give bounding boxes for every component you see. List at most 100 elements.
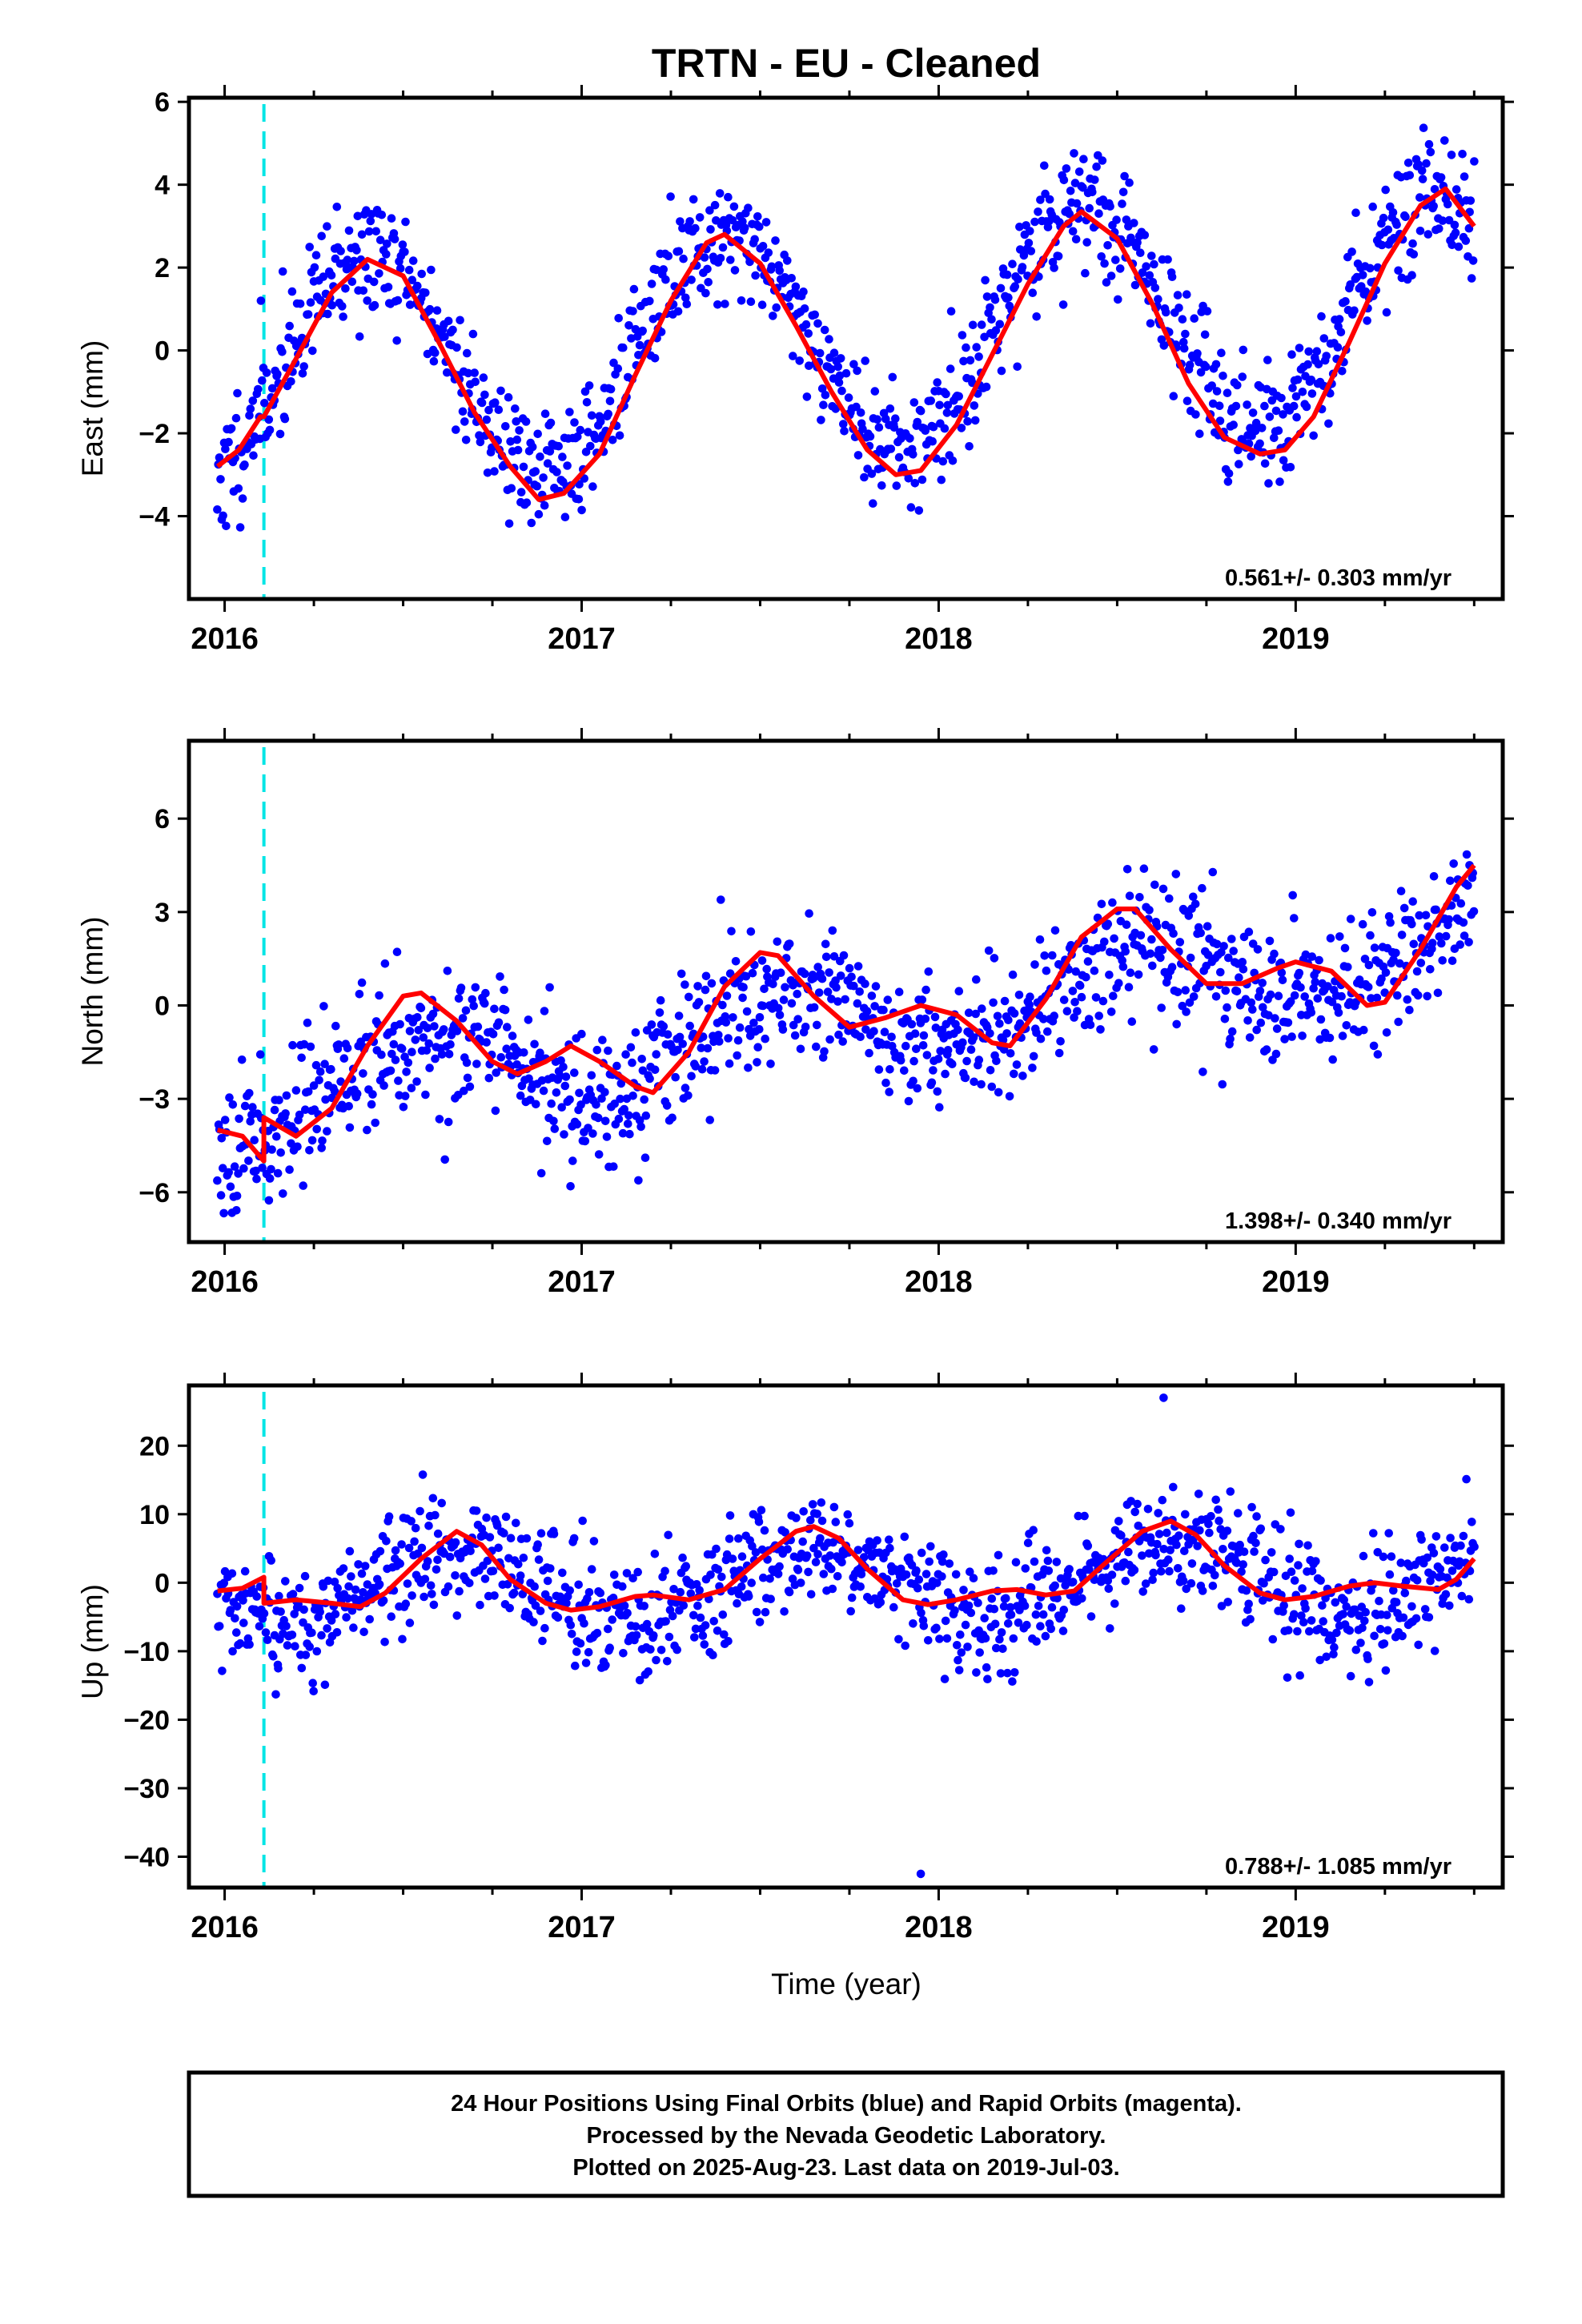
data-point: [938, 1557, 947, 1566]
data-point: [817, 974, 827, 983]
data-point: [1054, 251, 1063, 261]
data-point: [1239, 345, 1248, 355]
data-point: [1011, 1558, 1021, 1567]
data-point: [1408, 897, 1417, 906]
data-point: [775, 1562, 784, 1571]
data-point: [1215, 401, 1224, 410]
data-point: [1006, 1610, 1016, 1619]
data-point: [995, 1019, 1004, 1028]
data-point: [954, 1025, 962, 1035]
data-point: [546, 418, 556, 428]
data-point: [812, 1042, 821, 1051]
data-point: [933, 1087, 942, 1096]
data-point: [295, 300, 305, 308]
data-point: [352, 246, 361, 255]
data-point: [1234, 1509, 1243, 1518]
data-point: [319, 1582, 328, 1591]
data-point: [577, 1029, 586, 1039]
data-point: [554, 441, 563, 451]
data-point: [940, 1675, 950, 1683]
data-point: [1275, 477, 1284, 486]
y-tick-label: −20: [123, 1705, 170, 1735]
data-point: [380, 1638, 389, 1647]
data-point: [1450, 220, 1460, 230]
data-point: [1440, 1543, 1449, 1552]
data-point: [1211, 360, 1221, 369]
y-axis-label: Up (mm): [76, 1584, 109, 1699]
y-tick-label: −2: [139, 419, 170, 449]
data-point: [1121, 947, 1130, 956]
data-point: [963, 1642, 972, 1651]
data-point: [318, 1136, 327, 1145]
data-point: [1217, 348, 1226, 358]
data-point: [744, 1063, 753, 1072]
data-point: [1279, 1607, 1287, 1616]
data-point: [513, 445, 523, 455]
data-point: [448, 325, 457, 335]
data-point: [954, 987, 964, 995]
data-point: [1309, 983, 1318, 993]
data-point: [1070, 1013, 1078, 1022]
data-point: [276, 1148, 286, 1157]
data-point: [772, 303, 781, 312]
data-point: [1167, 272, 1177, 282]
data-point: [567, 1630, 576, 1638]
data-point: [1247, 452, 1255, 461]
data-point: [1074, 1511, 1083, 1521]
data-point: [1307, 1566, 1317, 1576]
data-point: [408, 256, 418, 265]
data-point: [1146, 319, 1155, 328]
data-point: [227, 424, 236, 433]
data-point: [1124, 1547, 1133, 1557]
data-point: [351, 1585, 360, 1594]
data-point: [783, 256, 792, 265]
data-point: [1227, 935, 1236, 943]
data-point: [240, 1566, 250, 1576]
data-point: [677, 969, 686, 979]
data-point: [532, 481, 542, 491]
data-point: [248, 396, 258, 405]
data-point: [896, 1055, 905, 1065]
data-point: [1112, 215, 1121, 224]
data-point: [540, 409, 550, 418]
data-point: [1182, 396, 1192, 406]
data-point: [725, 969, 735, 978]
data-point: [825, 968, 833, 977]
data-point: [336, 247, 345, 255]
data-point: [1375, 1596, 1383, 1606]
data-point: [1042, 966, 1051, 975]
data-point: [992, 1643, 1001, 1653]
data-point: [566, 1182, 575, 1191]
data-point: [983, 1675, 992, 1683]
data-point: [483, 468, 492, 477]
data-point: [917, 995, 927, 1004]
data-point: [1420, 1605, 1430, 1614]
data-point: [344, 1582, 353, 1591]
data-point: [1070, 998, 1079, 1007]
data-point: [766, 1059, 775, 1068]
data-point: [942, 408, 952, 417]
data-point: [265, 1174, 275, 1183]
data-point: [1073, 1007, 1082, 1015]
data-point: [892, 481, 901, 490]
data-point: [1114, 979, 1123, 987]
data-point: [624, 1111, 633, 1120]
data-point: [562, 1598, 571, 1608]
data-point: [413, 1013, 422, 1022]
data-point: [584, 381, 594, 390]
data-point: [1260, 459, 1270, 468]
data-point: [853, 366, 861, 376]
data-point: [861, 1025, 870, 1034]
data-point: [330, 1578, 339, 1586]
data-point: [1292, 412, 1301, 422]
data-point: [1461, 236, 1471, 245]
data-point: [817, 384, 827, 393]
data-point: [1356, 1638, 1365, 1647]
data-point: [964, 1008, 974, 1017]
data-point: [383, 239, 391, 248]
data-point: [787, 274, 796, 283]
data-point: [317, 1144, 327, 1152]
data-point: [1208, 1582, 1218, 1590]
data-point: [1452, 185, 1461, 194]
data-point: [929, 422, 938, 432]
